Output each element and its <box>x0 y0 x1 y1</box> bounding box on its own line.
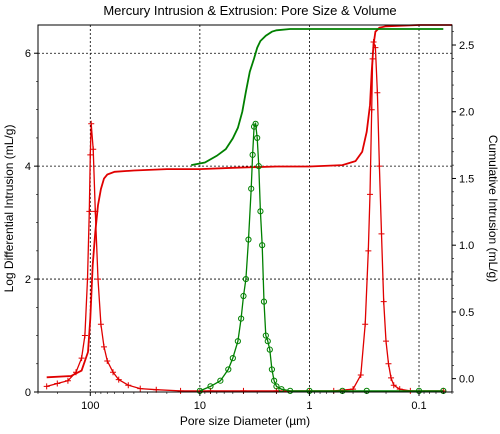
data-point-circle <box>249 151 256 158</box>
data-point-plus <box>383 338 390 345</box>
data-point-plus <box>376 163 383 170</box>
data-point-plus <box>385 360 392 367</box>
data-point-plus <box>110 369 117 376</box>
data-point-plus <box>87 151 94 158</box>
data-point-plus <box>64 377 71 384</box>
data-point-circle <box>264 338 271 345</box>
y-left-tick-label: 6 <box>25 48 31 60</box>
y-right-tick-label: 1.5 <box>459 173 474 185</box>
data-point-plus <box>84 276 91 283</box>
data-point-plus <box>43 383 50 390</box>
axes: 100 10 1 0.1 0 2 4 6 0.0 0.5 1.0 1.5 2.0 2.5 <box>25 31 474 412</box>
data-point-circle <box>266 346 273 353</box>
data-point-plus <box>78 355 85 362</box>
chart-title: Mercury Intrusion & Extrusion: Pore Size… <box>103 3 396 18</box>
x-tick-label: 1 <box>306 400 312 412</box>
data-point-circle <box>254 134 261 142</box>
data-point-plus <box>81 332 88 339</box>
data-point-circle <box>268 366 276 373</box>
data-point-plus <box>54 380 61 387</box>
data-point-plus <box>97 321 104 328</box>
y-right-tick-label: 1.0 <box>459 240 474 252</box>
data-point-plus <box>115 376 122 383</box>
data-point-circle <box>240 292 247 300</box>
grid <box>38 25 452 392</box>
data-point-plus <box>390 382 397 389</box>
series-line-2 <box>199 121 444 392</box>
y-axis-right-label: Cumulative Intrusion (mL/g) <box>486 135 500 282</box>
x-axis-label: Pore size Diameter (µm) <box>180 414 310 428</box>
data-point-plus <box>125 382 132 389</box>
data-point-plus <box>137 385 144 392</box>
data-point-circle <box>207 383 214 390</box>
data-point-plus <box>86 208 93 215</box>
data-point-circle <box>262 332 269 339</box>
y-right-tick-label: 0.5 <box>459 307 474 319</box>
data-point-circle <box>260 298 268 305</box>
y-left-tick-label: 0 <box>25 387 31 399</box>
y-right-tick-label: 2.5 <box>459 40 474 52</box>
data-point-circle <box>287 387 294 394</box>
data-point-plus <box>100 343 107 350</box>
y-right-tick-label: 2.0 <box>459 107 474 119</box>
data-point-circle <box>234 338 241 345</box>
data-point-circle <box>252 120 259 127</box>
x-tick-label: 10 <box>194 400 206 412</box>
data-point-plus <box>365 247 372 254</box>
data-point-plus <box>95 276 102 283</box>
data-point-circle <box>273 383 280 390</box>
data-point-circle <box>229 355 236 362</box>
data-point-circle <box>245 236 252 243</box>
data-point-plus <box>374 89 381 96</box>
data-point-plus <box>177 387 184 394</box>
data-point-circle <box>257 208 264 215</box>
data-point-circle <box>242 275 250 283</box>
data-point-circle <box>259 242 266 249</box>
y-left-tick-label: 2 <box>25 274 31 286</box>
series-line-3 <box>191 28 444 166</box>
x-tick-label: 0.1 <box>411 400 426 412</box>
data-point-circle <box>271 377 278 384</box>
series-line-1 <box>46 24 452 379</box>
data-point-plus <box>380 298 387 305</box>
y-left-tick-label: 4 <box>25 161 31 173</box>
data-point-plus <box>88 120 95 127</box>
x-tick-label: 100 <box>81 400 99 412</box>
plot-frame <box>37 24 453 393</box>
y-right-tick-label: 0.0 <box>459 374 474 386</box>
data-point-circle <box>238 315 245 322</box>
data-point-circle <box>217 377 224 384</box>
data-point-plus <box>367 191 374 198</box>
data-point-circle <box>255 163 262 170</box>
data-point-plus <box>388 374 395 381</box>
data-point-plus <box>362 321 369 328</box>
data-point-circle <box>225 366 232 373</box>
y-axis-left-label: Log Differential Intrusion (mL/g) <box>2 125 16 293</box>
data-point-plus <box>378 230 385 237</box>
data-point-plus <box>90 146 97 153</box>
data-point-circle <box>248 185 255 192</box>
series-layer <box>43 24 452 394</box>
data-point-plus <box>104 357 111 364</box>
data-point-plus <box>357 372 364 379</box>
